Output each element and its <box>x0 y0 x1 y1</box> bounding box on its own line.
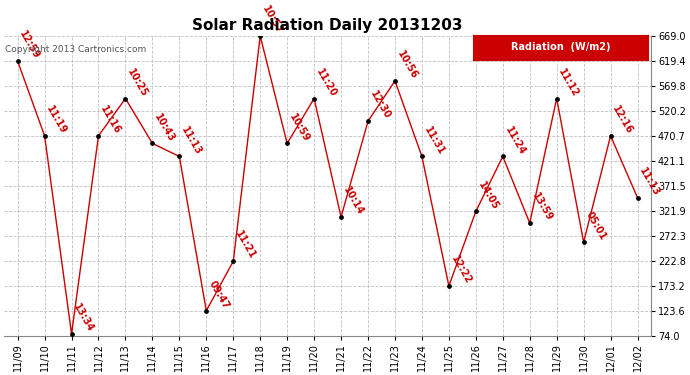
Point <box>335 214 346 220</box>
Point <box>524 220 535 226</box>
Text: 12:30: 12:30 <box>368 89 392 121</box>
Point <box>578 239 589 245</box>
Text: 10:25: 10:25 <box>126 67 150 99</box>
Text: 11:24: 11:24 <box>503 124 527 156</box>
Text: 13:34: 13:34 <box>72 302 96 334</box>
Text: Copyright 2013 Cartronics.com: Copyright 2013 Cartronics.com <box>6 45 147 54</box>
Text: 11:13: 11:13 <box>638 166 662 198</box>
Point <box>389 78 400 84</box>
Point <box>39 133 50 139</box>
Point <box>416 153 427 159</box>
Point <box>444 283 455 289</box>
Text: 11:16: 11:16 <box>99 104 123 136</box>
Point <box>66 331 77 337</box>
Title: Solar Radiation Daily 20131203: Solar Radiation Daily 20131203 <box>193 18 463 33</box>
Point <box>174 153 185 159</box>
Text: 13:59: 13:59 <box>530 191 554 223</box>
Point <box>632 195 643 201</box>
Text: 09:47: 09:47 <box>206 279 230 311</box>
Point <box>255 33 266 39</box>
Text: 05:01: 05:01 <box>584 210 608 242</box>
Text: 10:59: 10:59 <box>287 111 311 143</box>
Text: 14:05: 14:05 <box>476 180 500 212</box>
Point <box>93 133 104 139</box>
Point <box>282 140 293 146</box>
Text: 12:22: 12:22 <box>449 254 473 286</box>
Text: 10:57: 10:57 <box>260 4 284 36</box>
Point <box>12 58 23 64</box>
Text: 10:43: 10:43 <box>152 111 177 143</box>
Text: 12:59: 12:59 <box>18 29 42 61</box>
Point <box>228 258 239 264</box>
Point <box>551 96 562 102</box>
Point <box>201 308 212 314</box>
Text: 11:21: 11:21 <box>233 230 257 261</box>
Text: 11:31: 11:31 <box>422 124 446 156</box>
Text: 11:19: 11:19 <box>45 104 69 136</box>
Point <box>308 96 319 102</box>
Point <box>362 118 373 124</box>
Text: 11:13: 11:13 <box>179 124 204 156</box>
Point <box>120 96 131 102</box>
Text: 10:14: 10:14 <box>341 185 365 217</box>
Text: 11:20: 11:20 <box>314 67 338 99</box>
Text: 12:16: 12:16 <box>611 104 635 136</box>
Point <box>471 209 482 214</box>
Point <box>147 140 158 146</box>
Text: 10:56: 10:56 <box>395 49 419 81</box>
Text: 11:12: 11:12 <box>557 67 581 99</box>
Point <box>605 133 616 139</box>
Point <box>497 153 509 159</box>
